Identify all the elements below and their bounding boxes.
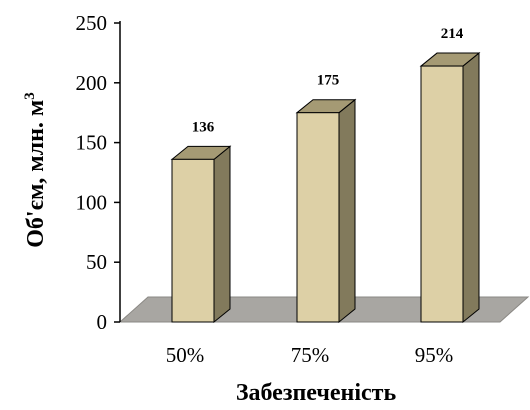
bar-side: [462, 52, 480, 324]
y-axis-title: Об'єм, млн. м3: [22, 92, 49, 248]
y-tick-label: 150: [76, 131, 108, 155]
bar-front: [296, 112, 340, 323]
bar-front: [171, 158, 215, 323]
data-label: 175: [317, 73, 340, 89]
bar-side: [213, 145, 231, 324]
x-category-label: 50%: [166, 343, 205, 367]
bar: [295, 98, 357, 324]
bar: [170, 145, 232, 324]
bar-side: [338, 98, 356, 324]
bar: [419, 52, 481, 324]
y-tick-label: 250: [76, 11, 108, 35]
bar-front: [420, 65, 464, 323]
data-label: 214: [441, 26, 464, 42]
x-axis-title: Забезпеченість: [236, 380, 397, 406]
x-category-label: 75%: [291, 343, 330, 367]
y-tick-label: 50: [86, 250, 107, 274]
x-category-label: 95%: [415, 343, 454, 367]
data-label: 136: [192, 119, 215, 135]
y-tick-label: 100: [76, 190, 108, 214]
y-tick-label: 200: [76, 71, 108, 95]
y-tick-label: 0: [97, 310, 108, 334]
